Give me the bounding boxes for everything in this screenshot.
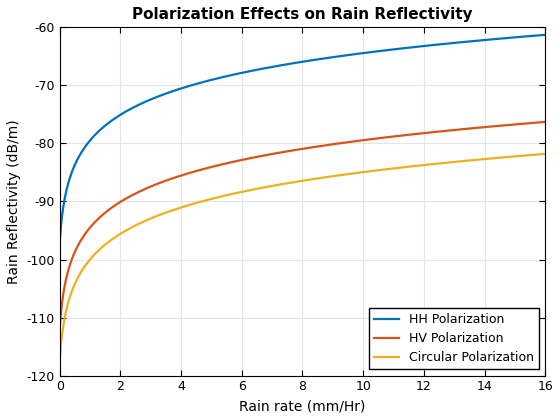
HV Polarization [528, 121, 534, 126]
Y-axis label: Rain Reflectivity (dB/m): Rain Reflectivity (dB/m) [7, 119, 21, 284]
HV Polarization [292, 147, 299, 152]
Line: HH Polarization: HH Polarization [60, 35, 545, 237]
HV Polarization [438, 129, 445, 134]
Circular Polarization [57, 354, 63, 359]
HV Polarization [528, 121, 534, 126]
HH Polarization [57, 235, 63, 240]
HH Polarization [292, 60, 299, 66]
Circular Polarization [81, 264, 88, 269]
Circular Polarization [279, 181, 286, 186]
HV Polarization [57, 322, 63, 327]
HH Polarization [542, 32, 549, 37]
Line: Circular Polarization: Circular Polarization [60, 154, 545, 357]
Line: HV Polarization: HV Polarization [60, 122, 545, 325]
HH Polarization [528, 34, 534, 39]
HH Polarization [279, 63, 286, 68]
HH Polarization [528, 34, 534, 39]
Circular Polarization [438, 160, 445, 165]
HV Polarization [279, 150, 286, 155]
Title: Polarization Effects on Rain Reflectivity: Polarization Effects on Rain Reflectivit… [132, 7, 473, 22]
HV Polarization [542, 119, 549, 124]
Circular Polarization [528, 152, 534, 158]
HV Polarization [81, 232, 88, 237]
HH Polarization [438, 42, 445, 47]
Legend: HH Polarization, HV Polarization, Circular Polarization: HH Polarization, HV Polarization, Circul… [369, 308, 539, 369]
Circular Polarization [542, 151, 549, 156]
X-axis label: Rain rate (mm/Hr): Rain rate (mm/Hr) [239, 399, 366, 413]
Circular Polarization [528, 152, 534, 158]
Circular Polarization [292, 179, 299, 184]
HH Polarization [81, 145, 88, 150]
